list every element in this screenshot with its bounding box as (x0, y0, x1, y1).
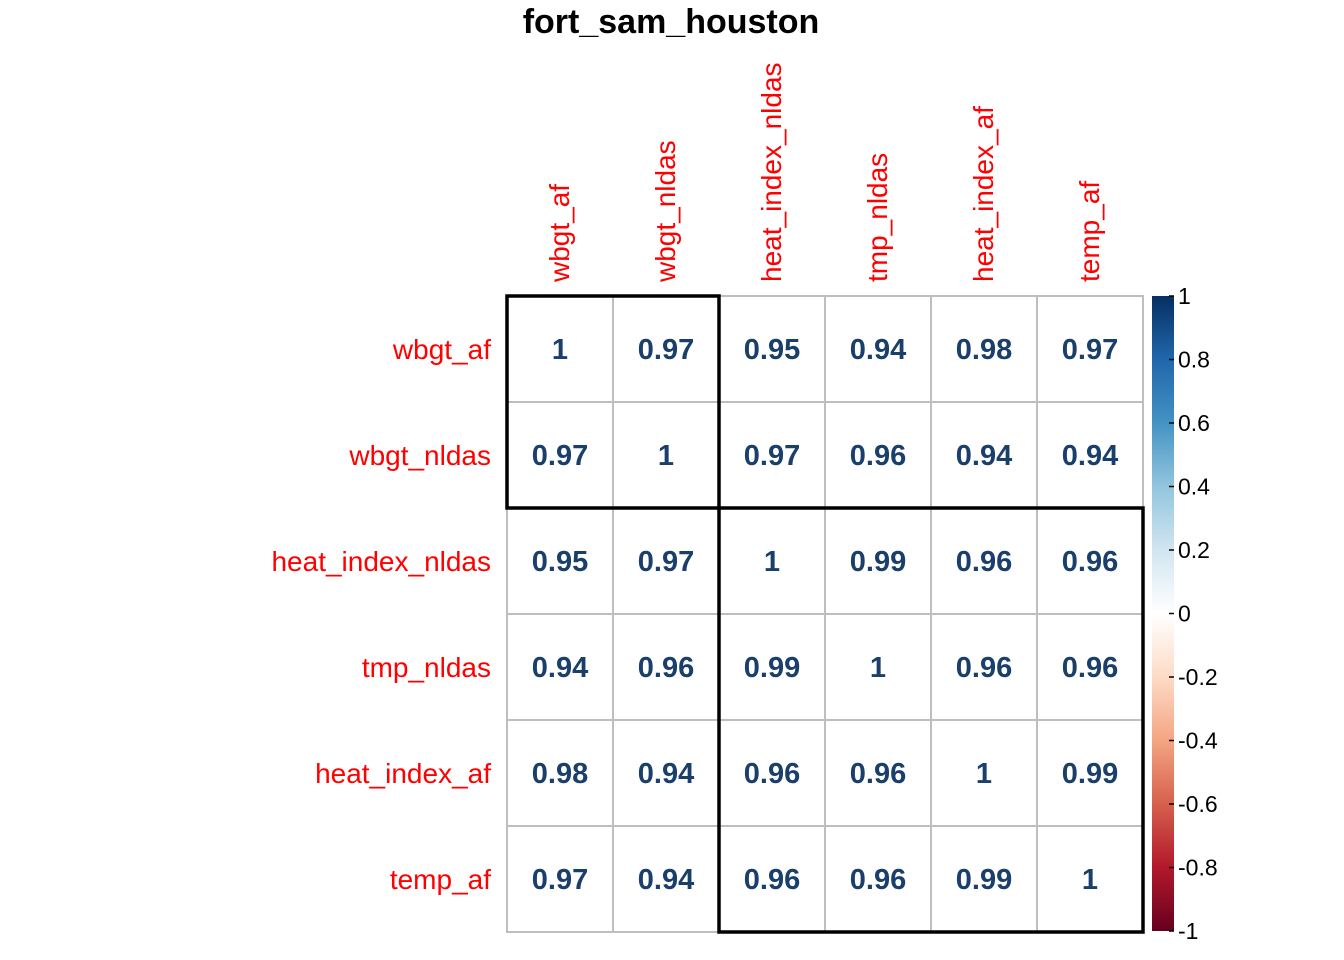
colorbar-tick-label: 1 (1178, 283, 1191, 309)
heatmap-cell (1036, 401, 1144, 509)
cell-value-label: 0.97 (744, 440, 800, 472)
colorbar-tick-label: -1 (1178, 918, 1198, 944)
cell-value-label: 1 (552, 334, 568, 366)
cell-value-label: 0.99 (744, 652, 800, 684)
column-labels: wbgt_af wbgt_nldas heat_index_nldas tmp_nld… (544, 62, 1105, 283)
column-label: heat_index_af (968, 106, 999, 282)
cell-value-label: 1 (764, 546, 780, 578)
cell-value-label: 0.96 (1062, 652, 1118, 684)
chart-title: fort_sam_houston (523, 3, 820, 41)
cell-value-label: 0.97 (638, 334, 694, 366)
heatmap-cell (506, 613, 614, 721)
cluster-rectangle (505, 294, 721, 510)
cell-value-label: 0.99 (956, 864, 1012, 896)
cell-value-label: 0.95 (744, 334, 800, 366)
colorbar-tick-label: 0.2 (1178, 537, 1210, 563)
column-label: temp_af (1074, 181, 1105, 282)
cell-value-label: 0.97 (1062, 334, 1118, 366)
heatmap-cell (824, 719, 932, 827)
colorbar: 1 0.8 0.6 0.4 0.2 0 -0.2 -0.4 -0.6 -0.8 -1 (1152, 283, 1218, 944)
cell-value-label: 0.94 (638, 864, 694, 896)
colorbar-tick-label: -0.2 (1178, 664, 1218, 690)
cell-value-label: 0.96 (850, 864, 906, 896)
heatmap-cell (1036, 295, 1144, 403)
cell-value-label: 0.96 (850, 758, 906, 790)
heatmap-cell (612, 295, 720, 403)
cluster-outlines (505, 294, 1145, 934)
colorbar-gradient (1152, 296, 1174, 931)
colorbar-tick-label: 0.6 (1178, 410, 1210, 436)
cell-value-label: 0.94 (532, 652, 588, 684)
cell-grid: 1 0.97 0.95 0.94 0.98 0.97 0.97 1 0.97 0.96 0.94 0.… (506, 295, 1144, 933)
heatmap-cell (506, 295, 614, 403)
cluster-rectangle (717, 506, 1145, 934)
colorbar-tick-label: -0.8 (1178, 855, 1218, 881)
column-label: wbgt_nldas (650, 140, 681, 283)
cell-value-label: 0.96 (850, 440, 906, 472)
row-label: tmp_nldas (362, 652, 491, 683)
heatmap-cell (506, 719, 614, 827)
cell-value-label: 0.94 (956, 440, 1012, 472)
colorbar-tick-label: -0.6 (1178, 791, 1218, 817)
cell-value-label: 0.97 (638, 546, 694, 578)
cell-value-label: 0.98 (956, 334, 1012, 366)
cell-value-label: 1 (1082, 864, 1098, 896)
colorbar-tick-label: 0.4 (1178, 474, 1210, 500)
row-label: wbgt_af (392, 334, 491, 365)
row-labels: wbgt_af wbgt_nldas heat_index_nldas tmp_nld… (271, 334, 491, 895)
heatmap-cell (718, 719, 826, 827)
cell-value-label: 0.96 (956, 546, 1012, 578)
colorbar-tick-label: 0.8 (1178, 347, 1210, 373)
cell-value-label: 0.96 (744, 864, 800, 896)
column-label: wbgt_af (544, 184, 575, 283)
heatmap-cell (1036, 507, 1144, 615)
cell-value-label: 0.97 (532, 864, 588, 896)
cell-value-label: 0.99 (850, 546, 906, 578)
cell-value-label: 0.94 (850, 334, 906, 366)
cell-value-label: 0.95 (532, 546, 588, 578)
cell-value-label: 0.96 (744, 758, 800, 790)
cell-value-label: 0.96 (956, 652, 1012, 684)
heatmap-cell (506, 825, 614, 933)
row-label: heat_index_af (315, 758, 491, 789)
cell-value-label: 0.96 (1062, 546, 1118, 578)
column-label: heat_index_nldas (756, 62, 787, 282)
row-label: heat_index_nldas (271, 546, 491, 577)
heatmap-cell (1036, 825, 1144, 933)
heatmap-cell (930, 613, 1038, 721)
heatmap-cell (612, 613, 720, 721)
cell-value-label: 1 (976, 758, 992, 790)
cell-value-label: 1 (658, 440, 674, 472)
row-label: temp_af (390, 864, 491, 895)
cell-value-label: 0.99 (1062, 758, 1118, 790)
cell-value-label: 0.94 (638, 758, 694, 790)
heatmap-cell (930, 719, 1038, 827)
cell-value-label: 0.94 (1062, 440, 1118, 472)
colorbar-tick-label: -0.4 (1178, 728, 1218, 754)
heatmap-cell (824, 613, 932, 721)
cell-value-label: 0.97 (532, 440, 588, 472)
heatmap-cell (824, 507, 932, 615)
heatmap-cell (612, 401, 720, 509)
heatmap-cell (718, 295, 826, 403)
colorbar-tick-label: 0 (1178, 601, 1191, 627)
cell-value-label: 0.98 (532, 758, 588, 790)
row-label: wbgt_nldas (348, 440, 491, 471)
column-label: tmp_nldas (862, 153, 893, 282)
cell-value-label: 0.96 (638, 652, 694, 684)
heatmap-cell (718, 613, 826, 721)
heatmap-cell (930, 507, 1038, 615)
heatmap-cell (824, 401, 932, 509)
cell-value-label: 1 (870, 652, 886, 684)
